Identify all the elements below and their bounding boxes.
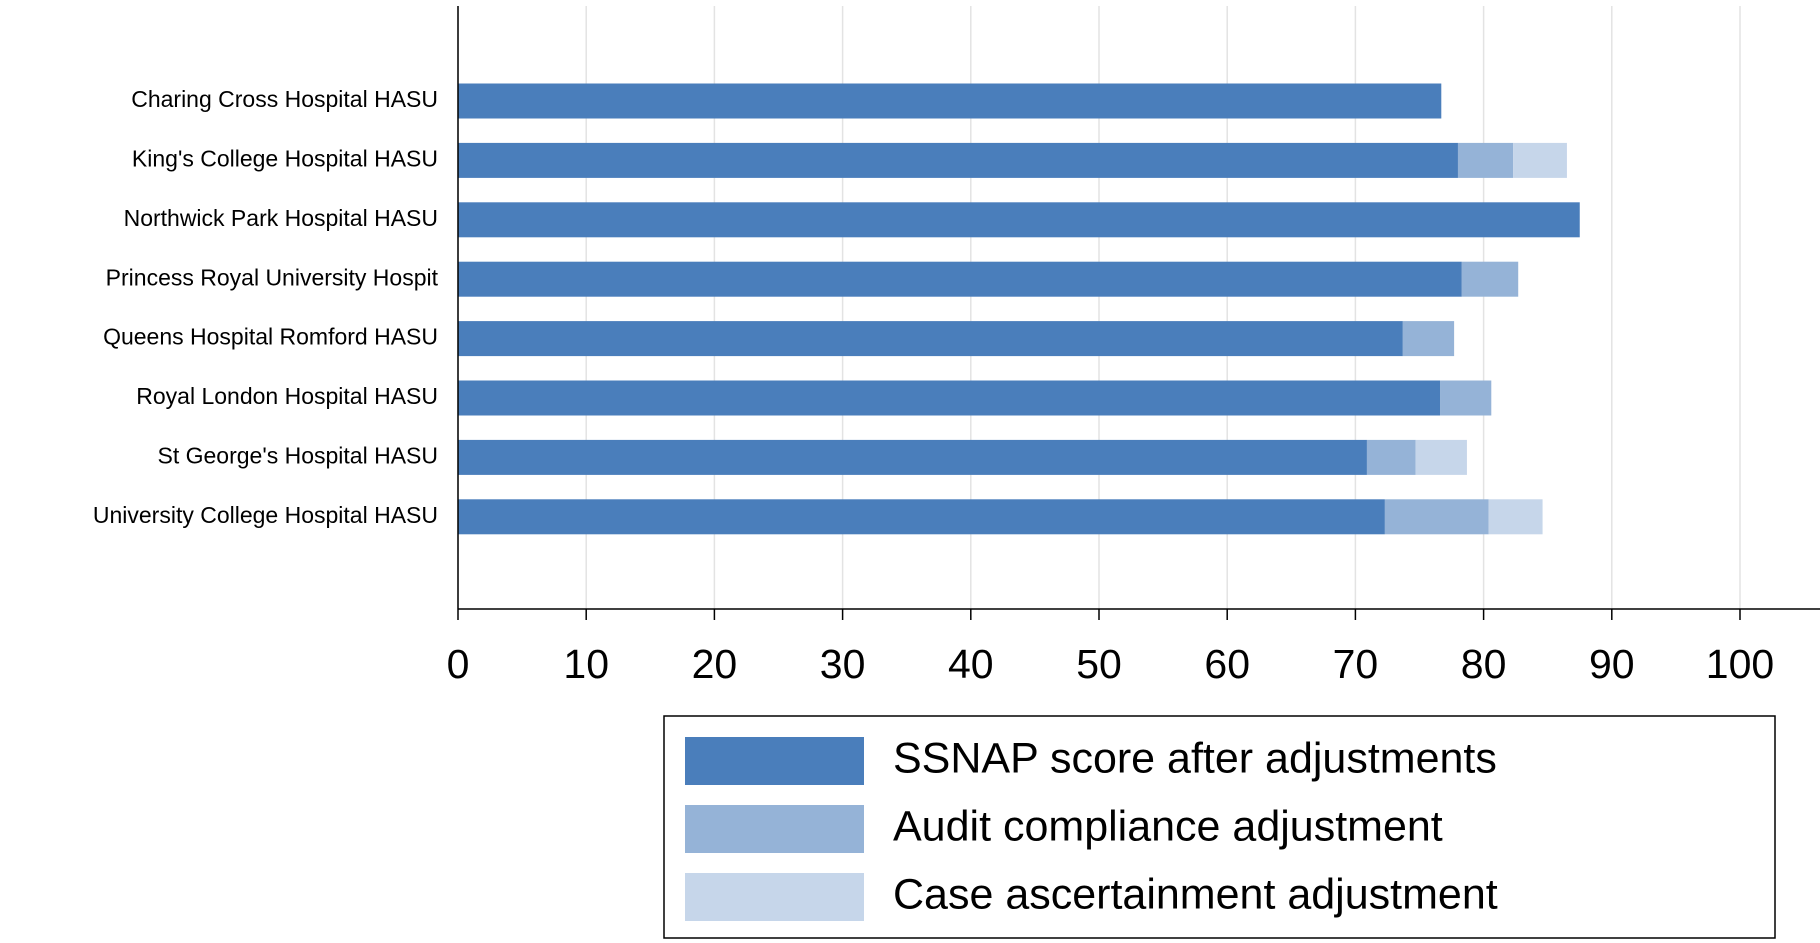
legend-swatch: [685, 873, 864, 921]
x-tick-label: 10: [563, 641, 609, 687]
bar-segment: [1488, 499, 1543, 535]
bar-segment: [458, 83, 1442, 119]
y-tick-label: University College Hospital HASU: [93, 502, 438, 528]
y-tick-label: Royal London Hospital HASU: [136, 383, 438, 409]
bar-segment: [1440, 380, 1492, 416]
x-tick-label: 0: [447, 641, 470, 687]
bar-segment: [458, 380, 1441, 416]
x-tick-label: 20: [692, 641, 738, 687]
x-tick-label: 90: [1589, 641, 1635, 687]
y-tick-label: Northwick Park Hospital HASU: [124, 205, 438, 231]
legend-label: Audit compliance adjustment: [893, 802, 1443, 850]
y-tick-label: Princess Royal University Hospit: [106, 264, 439, 290]
x-tick-label: 30: [820, 641, 866, 687]
y-tick-label: Queens Hospital Romford HASU: [103, 324, 438, 350]
bar-segment: [1402, 321, 1455, 357]
x-tick-label: 80: [1461, 641, 1507, 687]
bar-segment: [1461, 261, 1519, 297]
bar-segment: [458, 439, 1367, 475]
bar-segment: [1384, 499, 1489, 535]
x-tick-label: 60: [1204, 641, 1250, 687]
bar-segment: [458, 321, 1403, 357]
x-tick-label: 100: [1706, 641, 1774, 687]
y-tick-label: Charing Cross Hospital HASU: [131, 86, 438, 112]
bar-segment: [458, 142, 1458, 178]
x-tick-label: 40: [948, 641, 994, 687]
bar-segment: [458, 499, 1385, 535]
x-tick-label: 50: [1076, 641, 1122, 687]
x-tick-label: 70: [1333, 641, 1379, 687]
bar-segment: [1513, 142, 1567, 178]
bar-segment: [1415, 439, 1467, 475]
legend-label: Case ascertainment adjustment: [893, 870, 1498, 918]
legend-swatch: [685, 737, 864, 785]
y-tick-label: King's College Hospital HASU: [132, 145, 438, 171]
y-tick-label: St George's Hospital HASU: [157, 442, 438, 468]
bar-segment: [1366, 439, 1416, 475]
bar-segment: [458, 261, 1462, 297]
legend-label: SSNAP score after adjustments: [893, 734, 1497, 782]
legend-swatch: [685, 805, 864, 853]
bar-segment: [1457, 142, 1514, 178]
bar-segment: [458, 202, 1580, 238]
